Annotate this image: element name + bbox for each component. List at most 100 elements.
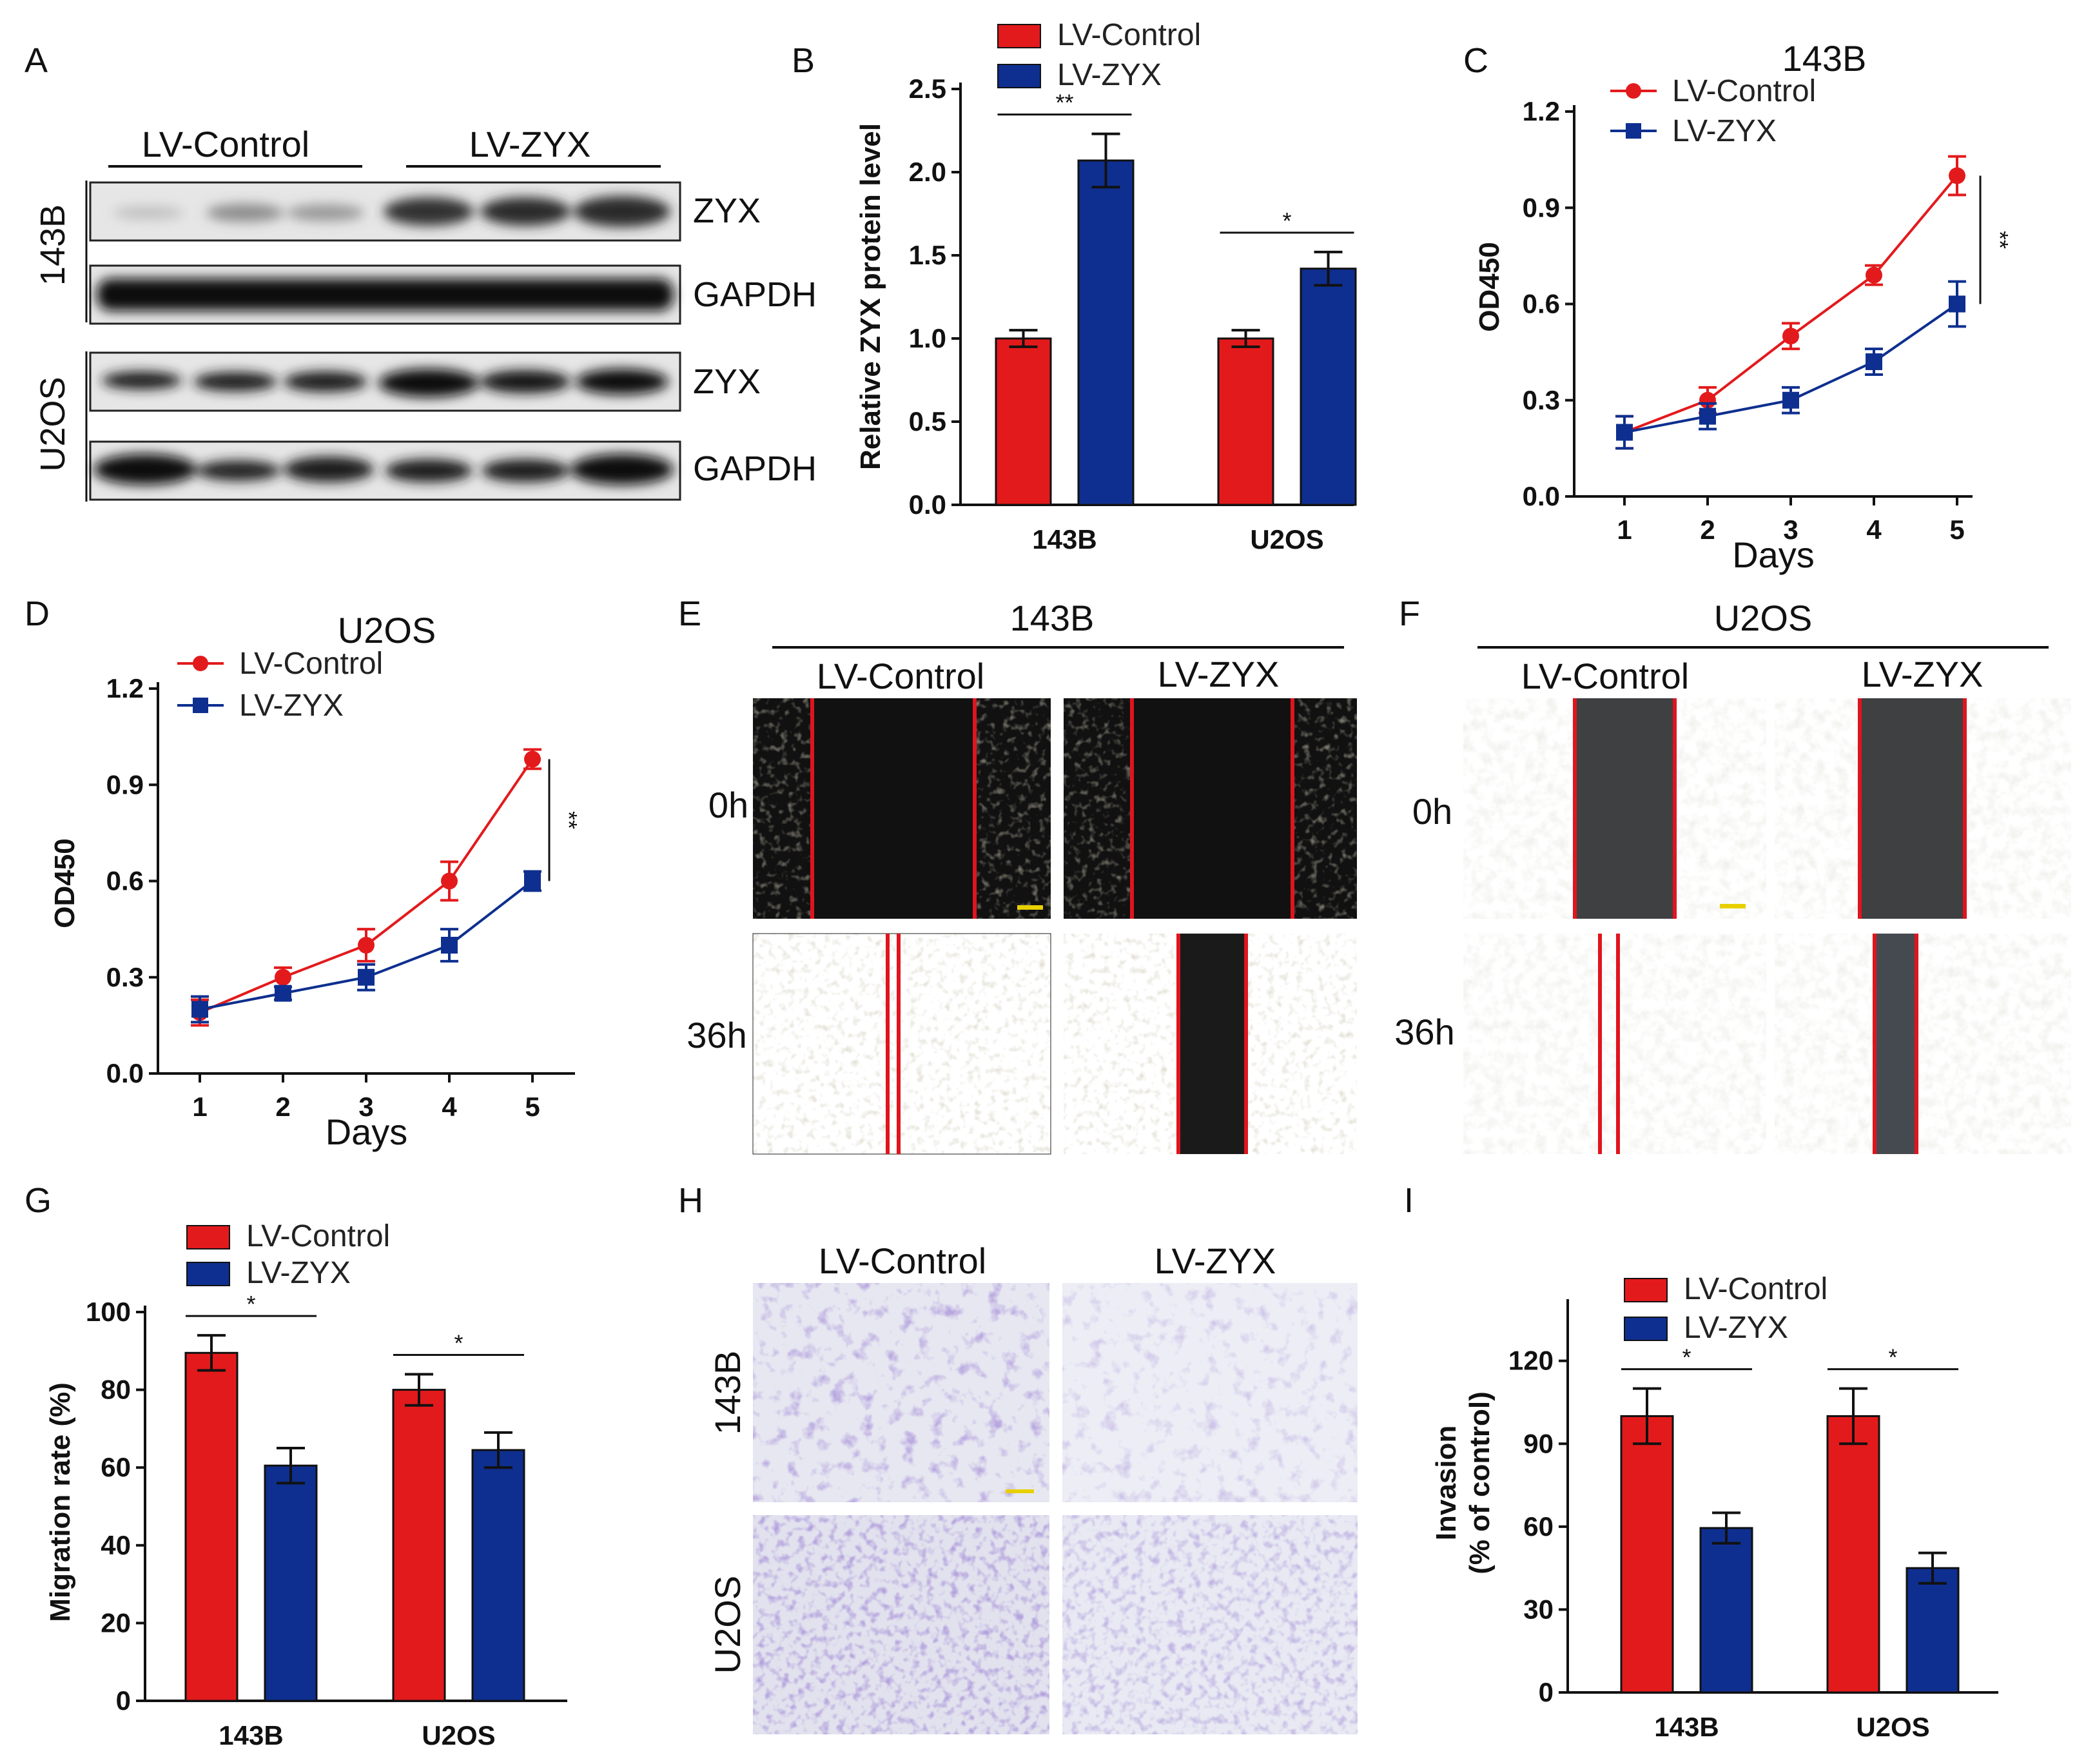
band-label: ZYX [693,362,761,401]
micrograph-143B-control-0h [753,698,1051,919]
significance-mark: ** [556,811,582,829]
x-tick-label: 143B [1032,524,1097,554]
panel-letter: F [1399,594,1420,633]
panel-H: H LV-Control LV-ZYX 143B U2OS [678,1181,1358,1734]
panel-I-bar-chart: I 0 30 60 90 120 * 143B * U2OS Invasion (% of cont… [1404,1181,1998,1742]
legend-swatch [1624,1278,1668,1302]
y-tick-label: 20 [101,1607,131,1638]
x-tick-label: 4 [442,1092,457,1122]
data-point [524,872,541,890]
y-axis-label: OD450 [1474,242,1505,331]
blot-membrane-143B-zyx [89,181,681,242]
panel-letter: B [792,41,815,80]
bar [1699,1527,1753,1694]
bar [1077,159,1135,506]
x-tick-label: 143B [219,1720,283,1750]
legend-label: LV-ZYX [1672,114,1777,148]
chart-title: U2OS [338,610,436,651]
micrograph-U2OS-zyx-36h [1775,934,2071,1154]
row-label: 0h [1412,791,1452,832]
x-tick-label: 2 [275,1092,290,1122]
y-tick-label: 0.9 [106,769,144,799]
y-tick-label: 60 [1523,1511,1554,1542]
data-point [1782,328,1799,345]
y-tick-label: 120 [1508,1346,1554,1376]
x-tick-label: 1 [1617,514,1632,545]
chart-title: 143B [1782,38,1867,79]
y-axis-label: Invasion [1430,1426,1462,1541]
blot-group-label: LV-Control [142,124,309,164]
x-tick-label: U2OS [422,1720,495,1750]
panel-G-bar-chart: G 0 20 40 60 80 100 * 143B * U2OS Migration rate (… [24,1181,567,1750]
legend-label: LV-Control [1672,74,1816,108]
bar [1300,268,1357,506]
significance-mark: * [1888,1344,1897,1371]
micrograph-U2OS-control-0h [1463,698,1766,919]
y-tick-label: 1.2 [1523,96,1560,126]
y-tick-label: 0.0 [1523,481,1560,511]
cell-line-title: U2OS [1714,598,1813,638]
y-tick-label: 0.0 [106,1058,144,1088]
blot-membrane-U2OS-gapdh [89,440,681,501]
bar [471,1449,525,1702]
panel-letter: D [24,594,50,633]
data-point [1782,391,1799,409]
y-tick-label: 2.5 [909,74,946,104]
x-tick-label: U2OS [1856,1712,1929,1742]
data-point [275,968,291,986]
y-tick-label: 30 [1523,1594,1554,1624]
column-label: LV-ZYX [1158,654,1280,694]
cell-line-label: 143B [34,204,72,286]
scale-bar [1017,905,1043,910]
bar [1620,1415,1674,1694]
y-tick-label: 1.2 [106,673,144,703]
micrograph-143B-zyx-36h [1064,934,1357,1154]
legend-swatch [186,1225,230,1250]
data-point [275,985,291,1002]
significance-mark: * [246,1291,255,1317]
panel-letter: H [678,1181,703,1220]
significance-mark: * [1282,208,1291,234]
x-tick-label: 3 [358,1092,373,1122]
x-tick-label: 143B [1654,1712,1719,1742]
scale-bar [1720,904,1746,908]
legend-marker [193,698,208,713]
panel-letter: E [678,594,701,633]
y-tick-label: 0 [1539,1677,1554,1707]
significance-mark: ** [1055,90,1073,116]
column-label: LV-Control [1521,656,1689,696]
y-tick-label: 100 [86,1297,131,1327]
y-tick-label: 0.6 [106,866,144,896]
legend-marker [1626,83,1641,99]
x-tick-label: 4 [1866,514,1882,545]
panel-C-line-chart: C 0.0 0.3 0.6 0.9 1.2 1 2 3 4 5 Days ** 143B OD450 LV-… [1463,38,2013,575]
y-tick-label: 0.9 [1523,192,1560,222]
bar [1826,1415,1880,1694]
significance-mark: * [454,1329,463,1356]
x-tick-label: 1 [192,1092,207,1122]
x-tick-label: 2 [1700,514,1715,545]
column-label: LV-ZYX [1862,654,1984,694]
cell-line-label: U2OS [34,377,72,471]
bar [392,1389,446,1702]
y-tick-label: 80 [101,1375,131,1405]
x-axis-label: Days [1732,534,1815,575]
y-axis-label: Relative ZYX protein level [855,123,886,470]
panel-letter: C [1463,41,1488,80]
x-axis-label: Days [326,1112,408,1152]
x-tick-label: U2OS [1250,524,1323,554]
x-tick-label: 5 [525,1092,540,1122]
data-point [1866,266,1882,284]
y-tick-label: 0.3 [1523,385,1560,415]
panel-letter: G [24,1181,52,1220]
y-tick-label: 0.0 [909,489,946,520]
cell-line-title: 143B [1010,598,1095,638]
data-point [524,750,541,768]
panel-B-bar-chart: B 0.0 0.5 1.0 1.5 2.0 2.5 ** 143B * U2OS Relative … [792,18,1357,554]
data-point [441,872,458,890]
significance-mark: * [1682,1344,1691,1371]
panel-F: F U2OS LV-Control LV-ZYX 0h 36h [1394,594,2071,1154]
blot-membrane-U2OS-zyx [89,351,681,412]
panel-A: A LV-Control LV-ZYX 143B U2OS ZYX [24,41,817,502]
